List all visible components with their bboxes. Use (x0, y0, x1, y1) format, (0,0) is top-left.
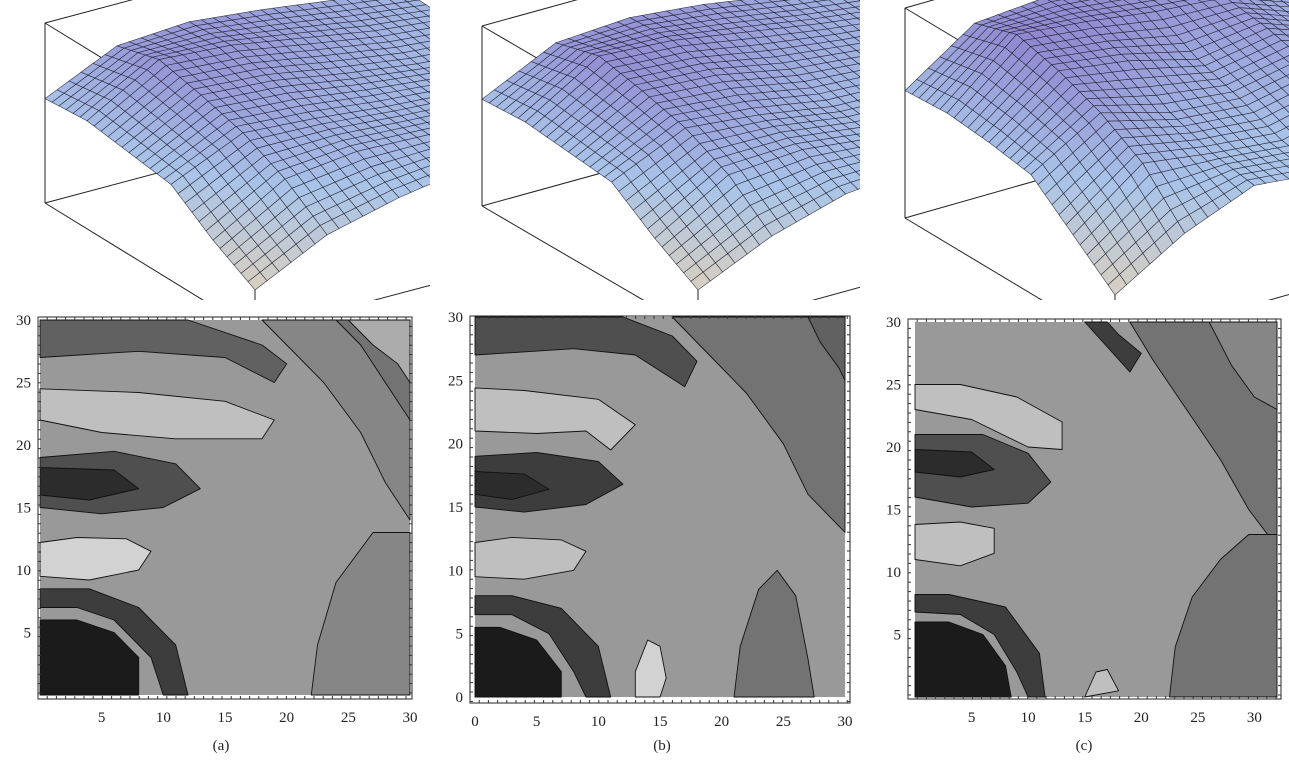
contour-bands (474, 316, 846, 698)
contour-bands (39, 319, 411, 696)
contour-band (39, 588, 189, 696)
box-edge (44, 202, 204, 300)
panel-b: 0 5 10 15 20 25 30 0 5 10 15 20 25 30 (b) (430, 0, 860, 773)
x-tick-label: 30 (403, 710, 418, 726)
y-tick-label: 15 (886, 503, 901, 519)
contour-plot-a: 5 10 15 20 25 30 5 10 15 20 25 30 (16, 313, 418, 726)
contour-band (474, 536, 587, 580)
y-tick-label: 15 (448, 500, 463, 516)
mesh-cell (247, 271, 268, 291)
contour-band (474, 595, 612, 698)
surface-plot-b (481, 0, 860, 300)
contour-band (310, 532, 411, 696)
mesh-cell (690, 271, 711, 291)
box-edge (44, 0, 134, 24)
caption-b: (b) (653, 738, 671, 754)
x-tick-label: 30 (1247, 710, 1262, 726)
panel-a: 5 10 15 20 25 30 5 10 15 20 25 30 (a) (0, 0, 430, 773)
minor-ticks (469, 315, 850, 703)
contour-band (474, 626, 562, 698)
contour-band (807, 316, 846, 381)
x-tick-label: 15 (653, 714, 668, 730)
x-tick-label: 25 (1190, 710, 1205, 726)
contour-plot-c: 5 10 15 20 25 30 5 10 15 20 25 30 (886, 315, 1282, 726)
x-tick-label: 5 (968, 710, 976, 726)
y-tick-label: 25 (886, 378, 901, 394)
contour-band (39, 319, 288, 383)
contour-band (914, 621, 1012, 698)
box-edge (481, 0, 578, 27)
y-tick-label: 10 (16, 563, 31, 579)
contour-band (914, 449, 995, 478)
y-tick-label: 10 (886, 565, 901, 581)
y-tick-label: 5 (456, 627, 464, 643)
y-tick-label: 25 (448, 373, 463, 389)
contour-band (914, 594, 1046, 698)
y-tick-label: 20 (16, 438, 31, 454)
contour-band (1169, 534, 1278, 698)
contour-band (1084, 669, 1120, 698)
minor-ticks (907, 318, 1281, 699)
contour-band (39, 467, 140, 501)
contour-band (733, 569, 815, 698)
contour-band (39, 537, 152, 581)
mesh-cell (1107, 273, 1127, 296)
x-tick-label: 20 (714, 714, 729, 730)
x-tick-label: 15 (1077, 710, 1092, 726)
contour-band (914, 521, 995, 567)
contour-plot-b: 0 5 10 15 20 25 30 0 5 10 15 20 25 30 (448, 310, 853, 730)
contour-band (1208, 321, 1278, 410)
contour-band (39, 619, 140, 696)
x-tick-label: 5 (533, 714, 541, 730)
x-tick-label: 10 (156, 710, 171, 726)
contour-band (474, 387, 636, 451)
contour-bands (914, 321, 1278, 698)
x-tick-label: 20 (279, 710, 294, 726)
minor-ticks (37, 316, 412, 699)
contour-band (634, 639, 667, 698)
contour-band (347, 319, 411, 383)
x-tick-label: 0 (471, 714, 479, 730)
caption-a: (a) (212, 738, 230, 754)
panel-c: 5 10 15 20 25 30 5 10 15 20 25 30 (c) (860, 0, 1289, 773)
surface-mesh (904, 0, 1289, 296)
y-tick-label: 0 (456, 690, 464, 706)
x-tick-label: 20 (1134, 710, 1149, 726)
contour-band (474, 316, 698, 388)
x-tick-label: 10 (1021, 710, 1036, 726)
y-tick-label: 15 (16, 501, 31, 517)
x-tick-label: 5 (98, 710, 106, 726)
contour-band (1084, 321, 1142, 373)
surface-mesh (481, 0, 860, 291)
y-tick-label: 30 (886, 315, 901, 331)
x-tick-label: 10 (591, 714, 606, 730)
x-tick-label: 25 (776, 714, 791, 730)
caption-c: (c) (1075, 738, 1093, 754)
y-tick-label: 5 (24, 626, 32, 642)
x-tick-label: 25 (341, 710, 356, 726)
y-tick-label: 20 (448, 437, 463, 453)
mesh-cell (1280, 0, 1289, 3)
y-tick-label: 30 (448, 310, 463, 326)
x-tick-label: 30 (838, 714, 853, 730)
contour-band (914, 384, 1063, 450)
contour-band (39, 388, 275, 440)
y-tick-label: 10 (448, 563, 463, 579)
contour-band (474, 471, 550, 500)
surface-mesh (44, 0, 430, 291)
y-tick-label: 30 (16, 313, 31, 329)
box-edge (481, 205, 645, 300)
surface-plot-a (44, 0, 430, 300)
box-edge (904, 217, 1043, 300)
x-tick-label: 15 (218, 710, 233, 726)
y-tick-label: 25 (16, 376, 31, 392)
surface-plot-c (904, 0, 1289, 300)
y-tick-label: 5 (894, 628, 902, 644)
y-tick-label: 20 (886, 440, 901, 456)
